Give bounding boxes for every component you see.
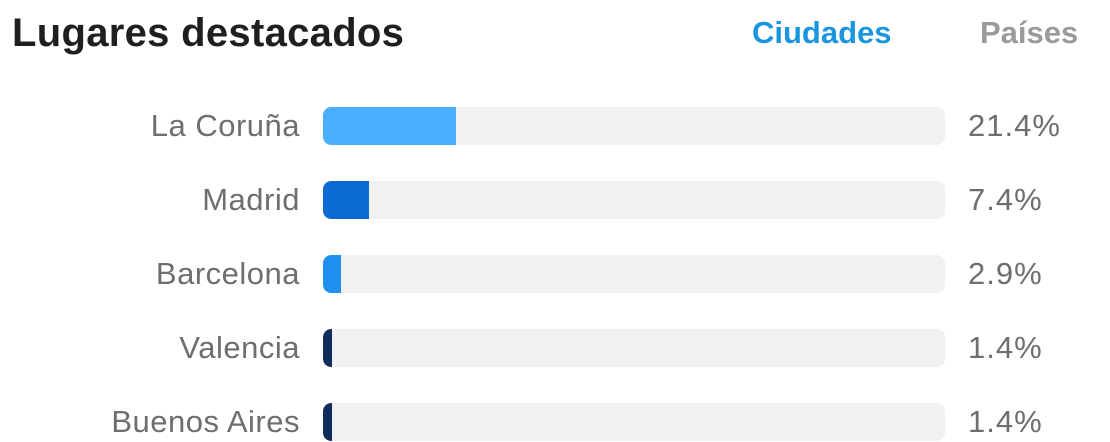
list-item: Valencia 1.4%	[0, 328, 1110, 368]
place-label: Buenos Aires	[111, 404, 300, 439]
progress-fill	[323, 255, 341, 293]
place-percentage: 21.4%	[968, 108, 1061, 143]
progress-track	[323, 181, 945, 219]
list-item: Barcelona 2.9%	[0, 254, 1110, 294]
tab-cities[interactable]: Ciudades	[752, 15, 892, 50]
progress-fill	[323, 329, 332, 367]
header: Lugares destacados Ciudades Países	[0, 0, 1110, 70]
progress-track	[323, 107, 945, 145]
place-label: Valencia	[179, 330, 300, 365]
list-item: Buenos Aires 1.4%	[0, 402, 1110, 442]
progress-track	[323, 329, 945, 367]
page-title: Lugares destacados	[12, 11, 405, 55]
progress-track	[323, 255, 945, 293]
list-item: Madrid 7.4%	[0, 180, 1110, 220]
place-percentage: 7.4%	[968, 182, 1043, 217]
progress-fill	[323, 403, 332, 441]
progress-fill	[323, 107, 456, 145]
tab-countries[interactable]: Países	[980, 15, 1079, 50]
place-percentage: 1.4%	[968, 404, 1043, 439]
place-percentage: 2.9%	[968, 256, 1043, 291]
progress-fill	[323, 181, 369, 219]
progress-track	[323, 403, 945, 441]
place-label: La Coruña	[150, 108, 300, 143]
place-percentage: 1.4%	[968, 330, 1043, 365]
place-label: Barcelona	[155, 256, 300, 291]
list-item: La Coruña 21.4%	[0, 106, 1110, 146]
place-label: Madrid	[202, 182, 300, 217]
